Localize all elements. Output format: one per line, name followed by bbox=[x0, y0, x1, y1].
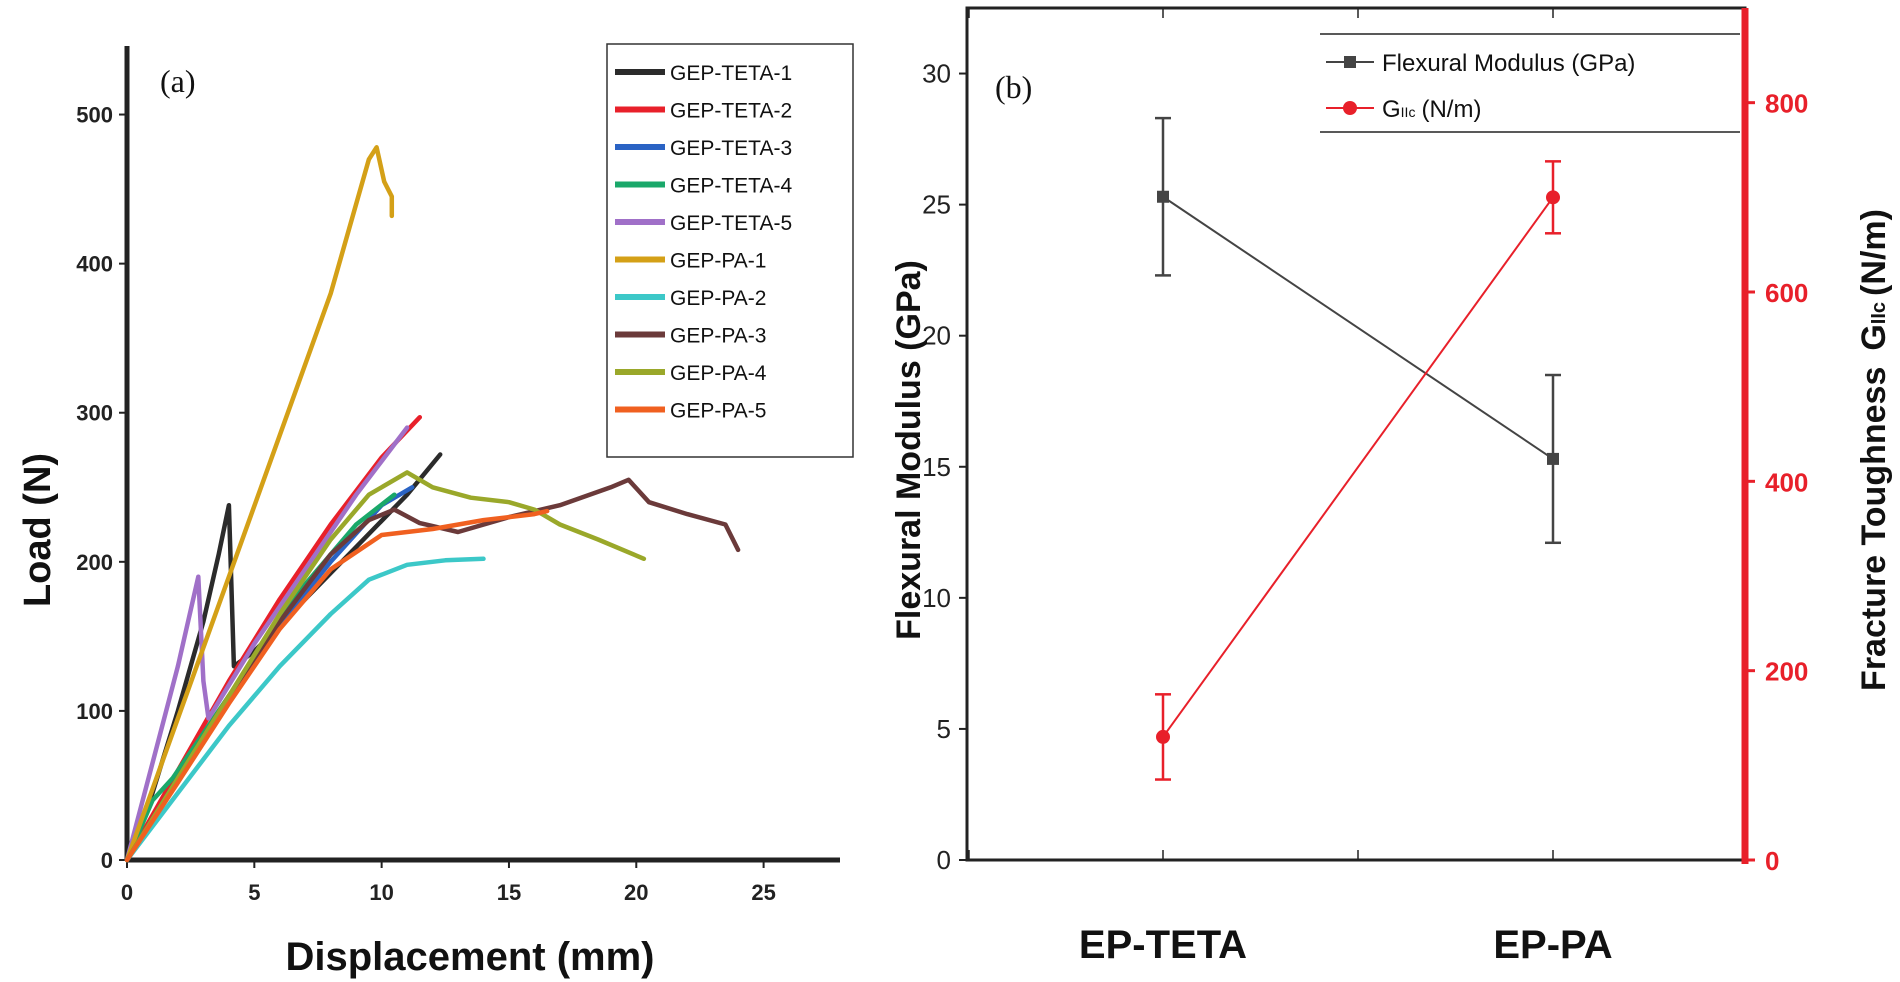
series-line bbox=[1162, 195, 1554, 460]
series-line-gep-pa-5 bbox=[124, 508, 550, 863]
right-axis-label-subscript: IIc bbox=[1868, 302, 1890, 324]
data-point bbox=[1547, 452, 1559, 465]
y-axis-label: Load (N) bbox=[17, 453, 59, 607]
category-label: EP-PA bbox=[1493, 923, 1612, 967]
left-tick-label: 0 bbox=[937, 845, 951, 875]
legend-label-gep-teta-1: GEP-TETA-1 bbox=[670, 62, 792, 85]
series-line bbox=[1162, 196, 1554, 738]
y-tick-label: 500 bbox=[76, 103, 113, 128]
y-tick-label: 300 bbox=[76, 401, 113, 426]
x-tick-label: 10 bbox=[369, 880, 393, 905]
legend-label-gep-pa-4: GEP-PA-4 bbox=[670, 362, 767, 385]
panel-a-label: (a) bbox=[160, 63, 196, 99]
category-label: EP-TETA bbox=[1079, 923, 1247, 967]
series-line-gep-pa-3 bbox=[124, 477, 741, 863]
y-tick-label: 200 bbox=[76, 550, 113, 575]
y-tick-label: 0 bbox=[101, 848, 113, 873]
right-tick-label: 200 bbox=[1765, 657, 1808, 687]
panel-b: 0 5 10 15 20 25 30 0 200 400 600 800 EP-TETA EP-PA (b… bbox=[890, 6, 1893, 967]
left-tick-label: 15 bbox=[922, 452, 951, 482]
left-tick-label: 30 bbox=[922, 59, 951, 89]
legend-box bbox=[606, 43, 854, 458]
right-tick-label: 0 bbox=[1765, 846, 1779, 876]
legend-label-gep-pa-5: GEP-PA-5 bbox=[670, 400, 766, 423]
panel-b-series bbox=[1155, 116, 1561, 781]
series-line-gep-pa-1 bbox=[124, 145, 395, 863]
legend-g2c-unit: (N/m) bbox=[1421, 96, 1481, 123]
legend-label-gep-pa-2: GEP-PA-2 bbox=[670, 287, 766, 310]
y-tick-label: 100 bbox=[76, 699, 113, 724]
left-tick-label: 5 bbox=[937, 714, 951, 744]
data-point bbox=[1157, 190, 1169, 203]
x-tick-label: 25 bbox=[751, 880, 775, 905]
x-axis-label: Displacement (mm) bbox=[286, 935, 655, 979]
x-tick-label: 20 bbox=[624, 880, 648, 905]
panel-b-axes: 0 5 10 15 20 25 30 0 200 400 600 800 EP-TETA EP-PA bbox=[922, 6, 1808, 967]
left-tick-label: 25 bbox=[922, 190, 951, 220]
right-tick-label: 600 bbox=[1765, 278, 1808, 308]
series-line-gep-teta-5 bbox=[124, 425, 410, 863]
data-point bbox=[1156, 729, 1170, 744]
left-axis-label: Flexural Modulus (GPa) bbox=[890, 260, 928, 640]
plot-frame bbox=[965, 6, 1747, 862]
legend-g2c-subscript: IIc bbox=[1401, 104, 1416, 120]
right-tick-label: 400 bbox=[1765, 467, 1808, 497]
legend-modulus-label: Flexural Modulus (GPa) bbox=[1382, 50, 1635, 77]
right-axis-label-text: Fracture Toughness bbox=[1855, 367, 1893, 691]
right-axis-label-unit: (N/m) bbox=[1855, 209, 1893, 296]
legend-label-gep-teta-4: GEP-TETA-4 bbox=[670, 175, 792, 198]
right-tick-label: 800 bbox=[1765, 89, 1808, 119]
x-tick-label: 15 bbox=[497, 880, 521, 905]
panel-a-axes: 0 5 10 15 20 25 0 100 200 300 400 500 bbox=[76, 46, 840, 905]
legend-label-gep-teta-3: GEP-TETA-3 bbox=[670, 137, 792, 160]
x-tick-label: 5 bbox=[248, 880, 260, 905]
legend-label-gep-teta-5: GEP-TETA-5 bbox=[670, 212, 792, 235]
panel-a: (a) 0 5 10 15 20 25 0 100 200 300 400 500 Displacem… bbox=[17, 43, 854, 979]
legend-g2c-label: GIIc (N/m) bbox=[1382, 96, 1481, 123]
legend-modulus-marker bbox=[1344, 56, 1356, 68]
panel-a-series bbox=[124, 145, 741, 863]
left-tick-label: 10 bbox=[922, 583, 951, 613]
left-tick-label: 20 bbox=[922, 321, 951, 351]
x-tick-label: 0 bbox=[121, 880, 133, 905]
legend-label-gep-teta-2: GEP-TETA-2 bbox=[670, 100, 792, 123]
panel-b-label: (b) bbox=[995, 69, 1032, 105]
right-axis-label: Fracture Toughness GIIc (N/m) bbox=[1855, 209, 1893, 691]
right-axis-label-symbol: G bbox=[1855, 324, 1893, 350]
panel-b-legend: Flexural Modulus (GPa) GIIc (N/m) bbox=[1320, 33, 1740, 133]
series-line-gep-pa-2 bbox=[124, 556, 486, 863]
series-line-gep-pa-4 bbox=[124, 470, 647, 863]
legend-g2c-symbol: G bbox=[1382, 96, 1401, 123]
legend-label-gep-pa-1: GEP-PA-1 bbox=[670, 250, 766, 273]
panel-a-legend: GEP-TETA-1 GEP-TETA-2 GEP-TETA-3 GEP-TETA-4… bbox=[606, 43, 854, 458]
y-tick-label: 400 bbox=[76, 252, 113, 277]
legend-g2c-marker bbox=[1343, 101, 1357, 115]
legend-label-gep-pa-3: GEP-PA-3 bbox=[670, 325, 766, 348]
data-point bbox=[1546, 190, 1560, 205]
